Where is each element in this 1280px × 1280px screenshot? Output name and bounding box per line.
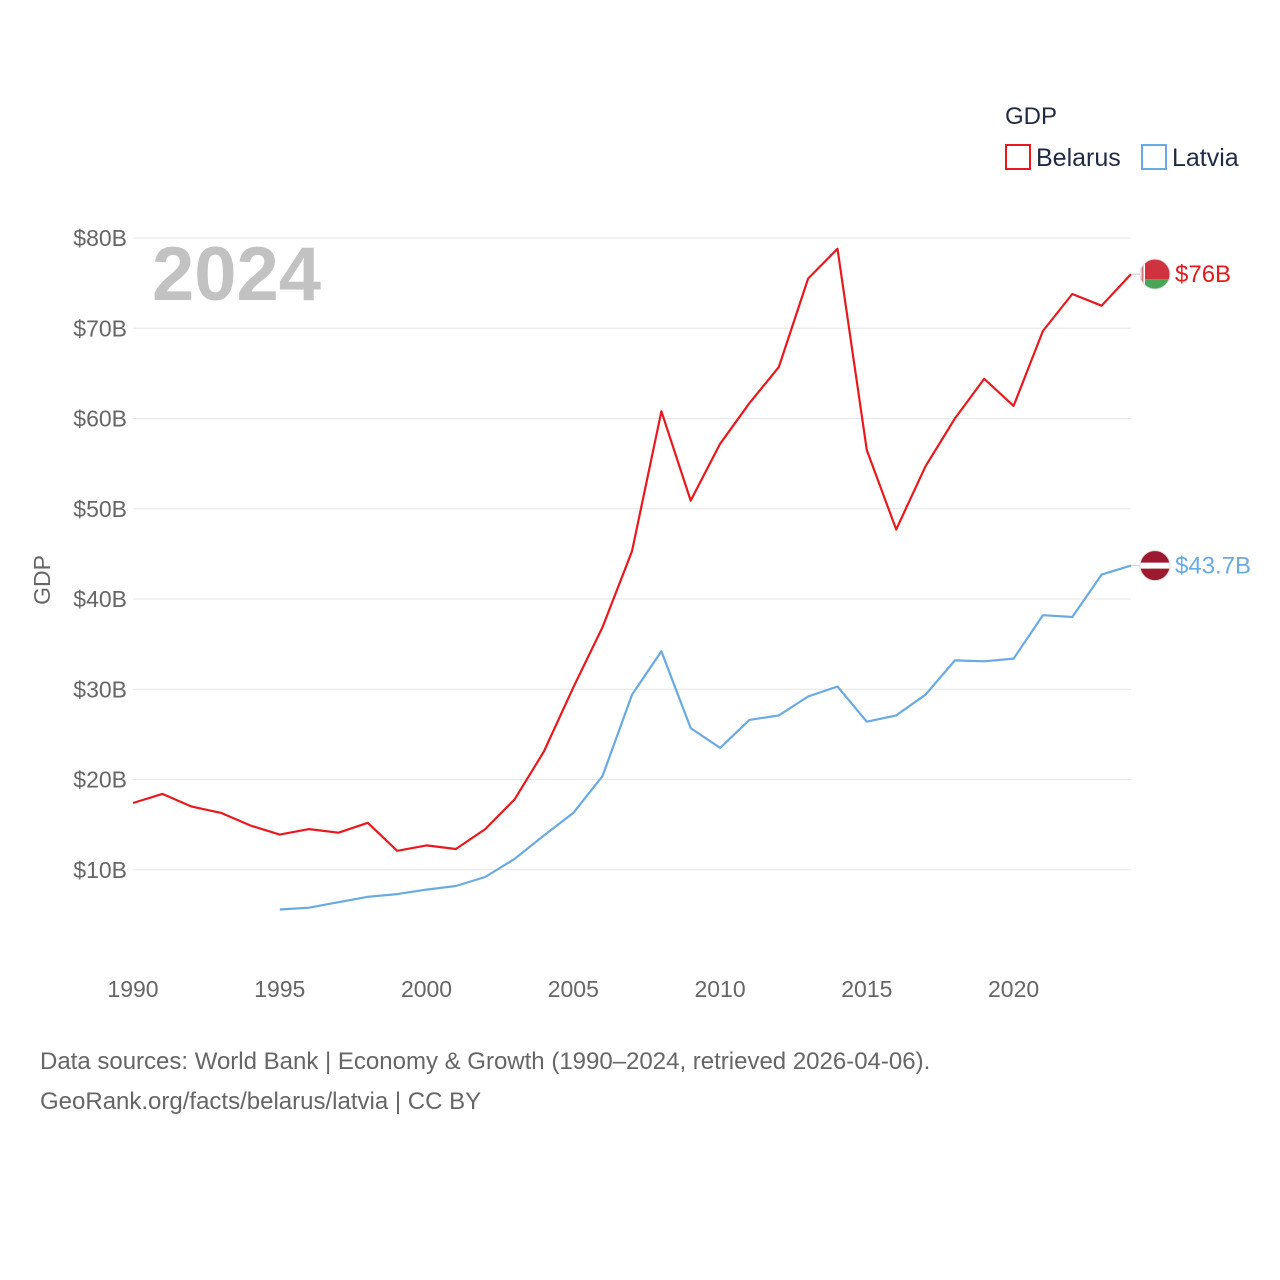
series-end-markers: $76B $43.7B [1131,258,1251,582]
y-axis-label: GDP [29,555,55,605]
x-tick-label: 2000 [401,976,452,1002]
y-tick-label: $50B [73,496,127,522]
x-tick-label: 2005 [548,976,599,1002]
y-tick-label: $70B [73,315,127,341]
legend-swatch-latvia [1141,144,1167,170]
y-tick-label: $40B [73,586,127,612]
latvia-flag-icon [1140,550,1170,581]
legend-label-latvia: Latvia [1172,144,1239,172]
y-axis-ticks: $10B $20B $30B $40B $50B $60B $70B $80B [73,225,127,883]
series-line-belarus [132,247,1132,852]
source-line-1: Data sources: World Bank | Economy & Gro… [40,1048,931,1075]
x-tick-label: 2015 [841,976,892,1002]
x-tick-label: 2010 [694,976,745,1002]
legend: GDP Belarus Latvia [1005,103,1239,172]
y-tick-label: $30B [73,676,127,702]
y-tick-label: $80B [73,225,127,251]
x-axis-ticks: 1990 1995 2000 2005 2010 2015 2020 [107,976,1039,1002]
legend-title: GDP [1005,103,1057,130]
series-lines [132,247,1132,911]
legend-swatch-belarus [1005,144,1031,170]
x-tick-label: 1990 [107,976,158,1002]
legend-item-belarus[interactable]: Belarus [1005,144,1121,172]
y-tick-label: $10B [73,857,127,883]
series-line-latvia [279,564,1132,911]
legend-item-latvia[interactable]: Latvia [1141,144,1239,172]
end-value-label-latvia: $43.7B [1175,553,1251,580]
gridlines [133,237,1131,871]
source-line-2: GeoRank.org/facts/belarus/latvia | CC BY [40,1088,482,1115]
y-tick-label: $60B [73,406,127,432]
legend-label-belarus: Belarus [1036,144,1121,172]
year-label: 2024 [152,232,321,317]
y-tick-label: $20B [73,767,127,793]
belarus-flag-icon [1140,259,1170,290]
x-tick-label: 2020 [988,976,1039,1002]
x-tick-label: 1995 [254,976,305,1002]
end-value-label-belarus: $76B [1175,261,1231,288]
source-note: Data sources: World Bank | Economy & Gro… [40,1042,930,1122]
